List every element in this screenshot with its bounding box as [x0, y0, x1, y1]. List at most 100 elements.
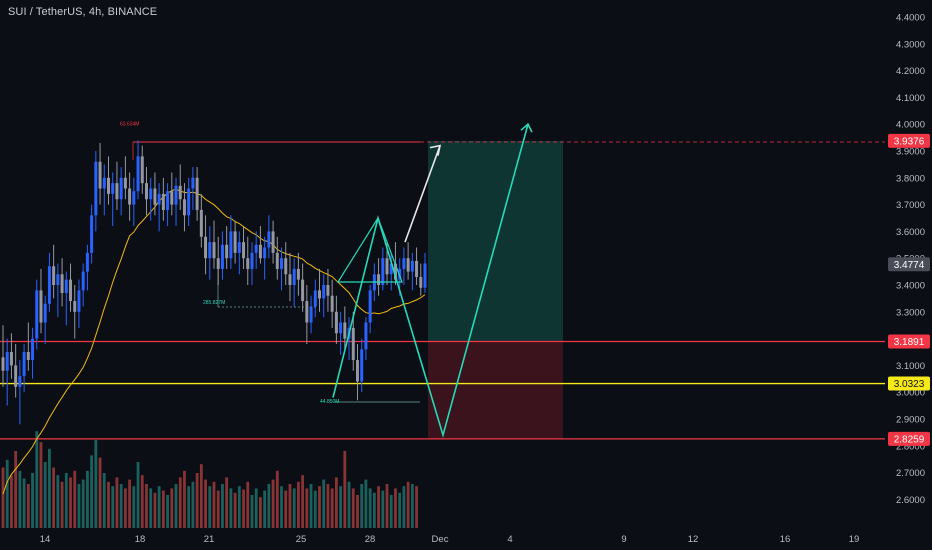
candle-body — [355, 360, 359, 382]
volume-bar — [347, 481, 351, 528]
volume-bar — [5, 459, 9, 528]
candle-body — [119, 177, 123, 200]
candle-body — [415, 260, 419, 277]
candle-body — [35, 290, 39, 339]
volume-bar — [322, 479, 326, 528]
time-tick-label: 12 — [688, 534, 699, 545]
candle-body — [212, 242, 216, 259]
volume-bar — [271, 479, 275, 528]
volume-bar — [98, 457, 102, 528]
price-tick-label: 2.8000 — [896, 441, 925, 452]
chart-title: SUI / TetherUS, 4h, BINANCE — [8, 6, 158, 18]
time-tick-label: 14 — [40, 534, 51, 545]
volume-bar — [389, 495, 393, 528]
candle-body — [161, 193, 165, 210]
candle-body — [233, 231, 237, 253]
candle-body — [229, 231, 233, 259]
volume-bar — [69, 477, 72, 528]
volume-bar — [81, 479, 85, 528]
candle-body — [419, 276, 423, 288]
volume-bar — [132, 486, 136, 528]
candle-body — [389, 263, 393, 275]
candle-body — [339, 322, 343, 334]
time-axis[interactable]: 14 18 21 25 28 Dec 4 9 12 16 19 — [40, 534, 860, 545]
candle-body — [220, 244, 224, 269]
volume-bar — [381, 490, 385, 528]
candle-body — [1, 357, 5, 371]
volume-bar — [166, 495, 169, 528]
candle-body — [402, 258, 406, 269]
price-tick-label: 3.7000 — [896, 200, 925, 211]
volume-annotation: 63.634M — [120, 122, 139, 128]
candle-body — [39, 290, 43, 323]
price-tick-label: 4.4000 — [896, 13, 925, 24]
candle-body — [199, 209, 203, 237]
candle-body — [5, 352, 9, 371]
volume-bar — [313, 490, 317, 528]
candle-body — [406, 258, 410, 272]
projection-zigzag — [332, 123, 529, 438]
volume-bar — [385, 484, 389, 528]
candle-body — [216, 258, 220, 269]
volume-bar — [204, 479, 207, 528]
price-tick-label: 2.6000 — [896, 495, 925, 506]
volume-bar — [415, 486, 418, 528]
price-tick-label: 3.0000 — [896, 388, 925, 399]
volume-bar — [157, 486, 161, 528]
volume-bar — [334, 477, 338, 528]
price-tag — [888, 431, 930, 446]
volume-bar — [364, 479, 368, 528]
volume-bar — [39, 442, 43, 528]
volume-bar — [267, 484, 271, 528]
volume-bar — [199, 464, 203, 528]
volume-bar — [406, 481, 410, 528]
candle-body — [81, 271, 85, 291]
candle-body — [90, 215, 94, 253]
candle-body — [22, 352, 26, 377]
price-tag-label: 2.8259 — [894, 434, 925, 445]
volume-bar — [360, 484, 364, 528]
time-tick-label: 4 — [507, 534, 512, 545]
candle-body — [56, 274, 60, 285]
volume-bar — [10, 475, 13, 528]
time-tick-label: 9 — [621, 534, 626, 545]
candle-body — [43, 303, 47, 323]
candle-body — [263, 247, 267, 259]
volume-bar — [90, 455, 94, 528]
volume-bar — [225, 477, 229, 528]
candle-body — [94, 161, 98, 216]
candle-body — [153, 188, 157, 205]
volume-bar — [26, 484, 30, 528]
triangle-pattern — [336, 216, 403, 283]
price-tick-label: 3.3000 — [896, 307, 925, 318]
price-tag-label: 3.4774 — [894, 260, 925, 271]
volume-bar — [174, 484, 178, 528]
volume-bar — [145, 484, 148, 528]
candle-body — [301, 279, 305, 302]
volume-bar — [119, 484, 123, 528]
volume-bar — [288, 484, 292, 528]
volume-bar — [394, 488, 397, 528]
volume-bar — [237, 486, 241, 528]
volume-bar — [14, 451, 18, 528]
candle-body — [77, 290, 81, 312]
volume-bar — [212, 481, 216, 528]
candle-body — [69, 279, 73, 302]
candle-body — [271, 231, 275, 253]
white-arrowhead — [429, 144, 442, 156]
candle-body — [170, 191, 174, 205]
candle-body — [144, 183, 148, 200]
volume-bar — [377, 486, 380, 528]
price-tags: 3.9376 3.4774 3.1891 3.0323 2.8259 — [888, 133, 930, 446]
candle-body — [115, 183, 119, 200]
volume-bar — [372, 492, 376, 528]
volume-bar — [368, 488, 372, 528]
candle-body — [174, 185, 178, 205]
volume-bar — [18, 470, 22, 528]
candle-body — [191, 177, 195, 189]
candle-body — [377, 274, 381, 285]
candle-body — [182, 199, 186, 216]
candle-body — [258, 244, 262, 259]
volume-bar — [170, 488, 174, 528]
